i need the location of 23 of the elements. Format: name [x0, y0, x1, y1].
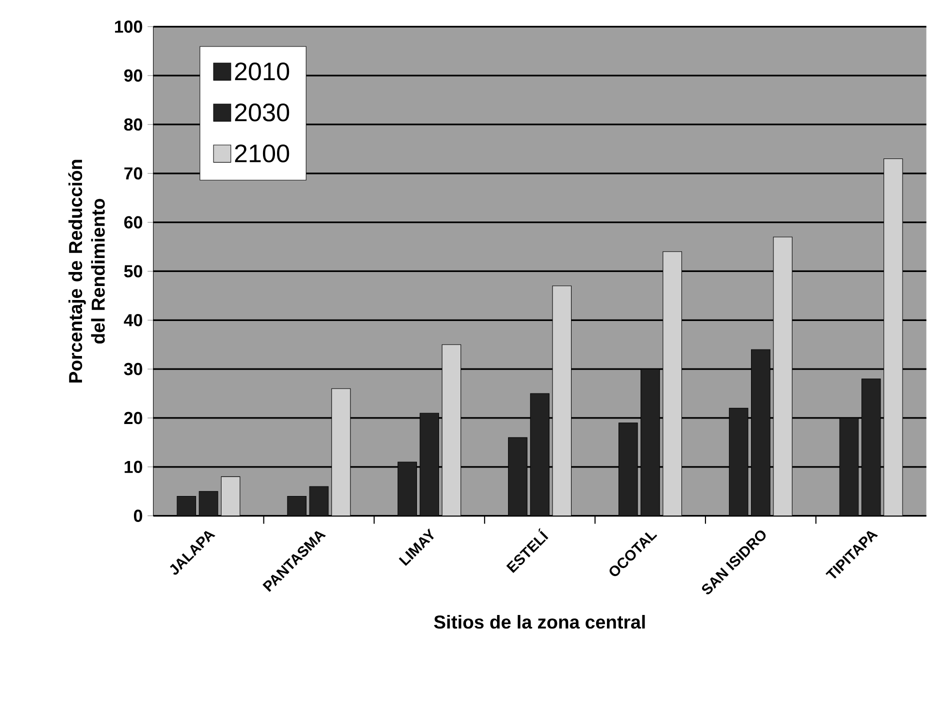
bar: [618, 422, 638, 516]
y-tick-label: 100: [115, 20, 142, 33]
y-tick-label: 60: [124, 216, 142, 228]
y-tick-label: 50: [124, 265, 142, 278]
y-tick-label: 10: [124, 460, 142, 473]
x-axis-title: Sitios de la zona central: [434, 614, 645, 629]
y-tick-label: 20: [124, 412, 142, 424]
y-tick-label: 0: [134, 510, 142, 522]
legend-label: 2010: [235, 62, 290, 80]
bar: [177, 496, 196, 516]
y-tick-label: 30: [124, 362, 142, 376]
y-tick-label: 70: [124, 167, 142, 180]
y-tick-label: 80: [124, 118, 142, 131]
bar: [839, 418, 859, 516]
y-tick-label: 90: [124, 69, 142, 82]
bar: [508, 438, 528, 516]
y-tick-label: 40: [124, 314, 142, 326]
bar: [287, 496, 306, 516]
bar: [729, 408, 748, 516]
bar: [398, 462, 417, 516]
legend-label: 2100: [235, 144, 290, 162]
legend-label: 2030: [235, 103, 290, 122]
y-axis-title: Porcentaje de Reducción del Rendimiento: [68, 160, 105, 382]
